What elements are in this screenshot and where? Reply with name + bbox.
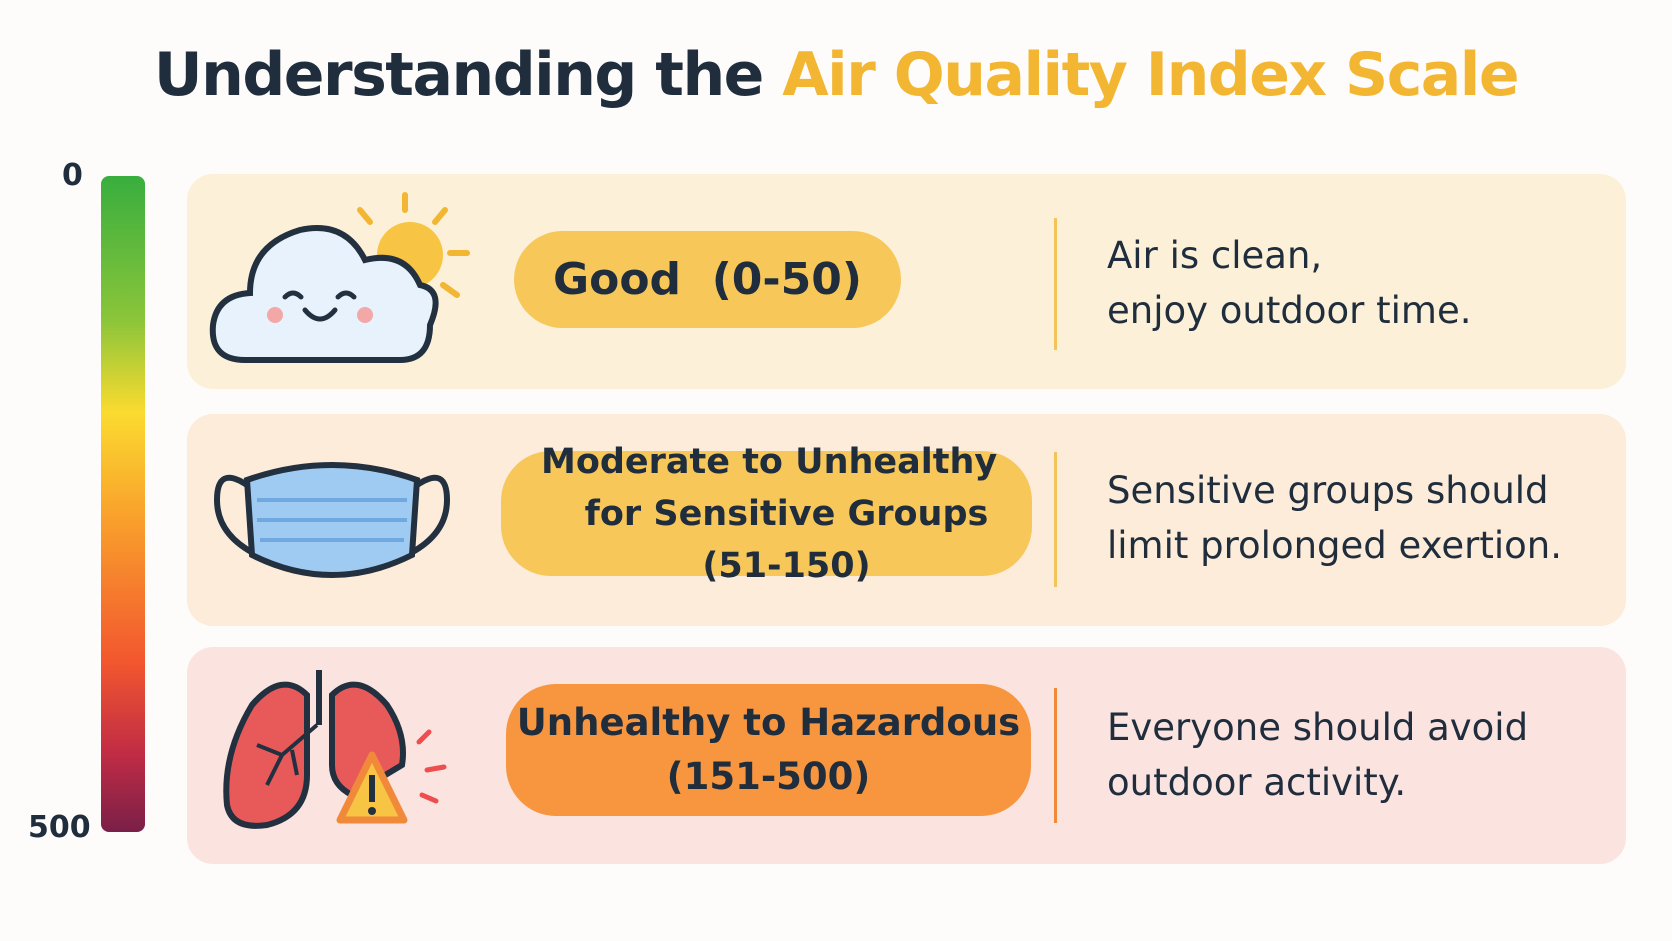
- category-pill: Moderate to Unhealthy for Sensitive Grou…: [501, 442, 1032, 586]
- category-pill: Unhealthy to Hazardous (151-500): [506, 684, 1031, 816]
- mask-icon: [213, 462, 451, 578]
- description-line: Everyone should avoid: [1107, 706, 1529, 749]
- description: Air is clean, enjoy outdoor time.: [1107, 228, 1471, 338]
- scale-bottom-label: 500: [28, 810, 91, 845]
- divider: [1054, 452, 1057, 587]
- divider: [1054, 218, 1057, 350]
- description: Everyone should avoid outdoor activity.: [1107, 700, 1528, 810]
- category-range: (51-150): [702, 545, 871, 586]
- description-line: limit prolonged exertion.: [1107, 524, 1563, 567]
- category-range: (151-500): [666, 755, 871, 798]
- lungs-warning-icon: [223, 670, 447, 829]
- pill-line: for Sensitive Groups (51-150): [541, 488, 1032, 592]
- title: Understanding the Air Quality Index Scal…: [0, 40, 1672, 110]
- category-label: Unhealthy to Hazardous: [516, 701, 1021, 744]
- description-line: enjoy outdoor time.: [1107, 289, 1472, 332]
- description-line: Sensitive groups should: [1107, 469, 1549, 512]
- category-pill: Good (0-50): [514, 231, 901, 328]
- description-line: Air is clean,: [1107, 234, 1323, 277]
- category-range: (0-50): [711, 254, 863, 305]
- scale-bar: [101, 176, 145, 832]
- title-start: Understanding the: [153, 40, 764, 110]
- description: Sensitive groups should limit prolonged e…: [1107, 463, 1562, 573]
- pill-line: Good (0-50): [553, 254, 862, 305]
- category-label: for Sensitive Groups: [584, 493, 989, 534]
- cloud-sun-icon: [209, 192, 470, 363]
- divider: [1054, 688, 1057, 823]
- category-label: Good: [552, 254, 682, 305]
- scale-top-label: 0: [62, 158, 83, 193]
- category-label: Moderate to Unhealthy: [541, 441, 998, 482]
- description-line: outdoor activity.: [1107, 761, 1407, 804]
- title-highlight: Air Quality Index Scale: [782, 40, 1519, 110]
